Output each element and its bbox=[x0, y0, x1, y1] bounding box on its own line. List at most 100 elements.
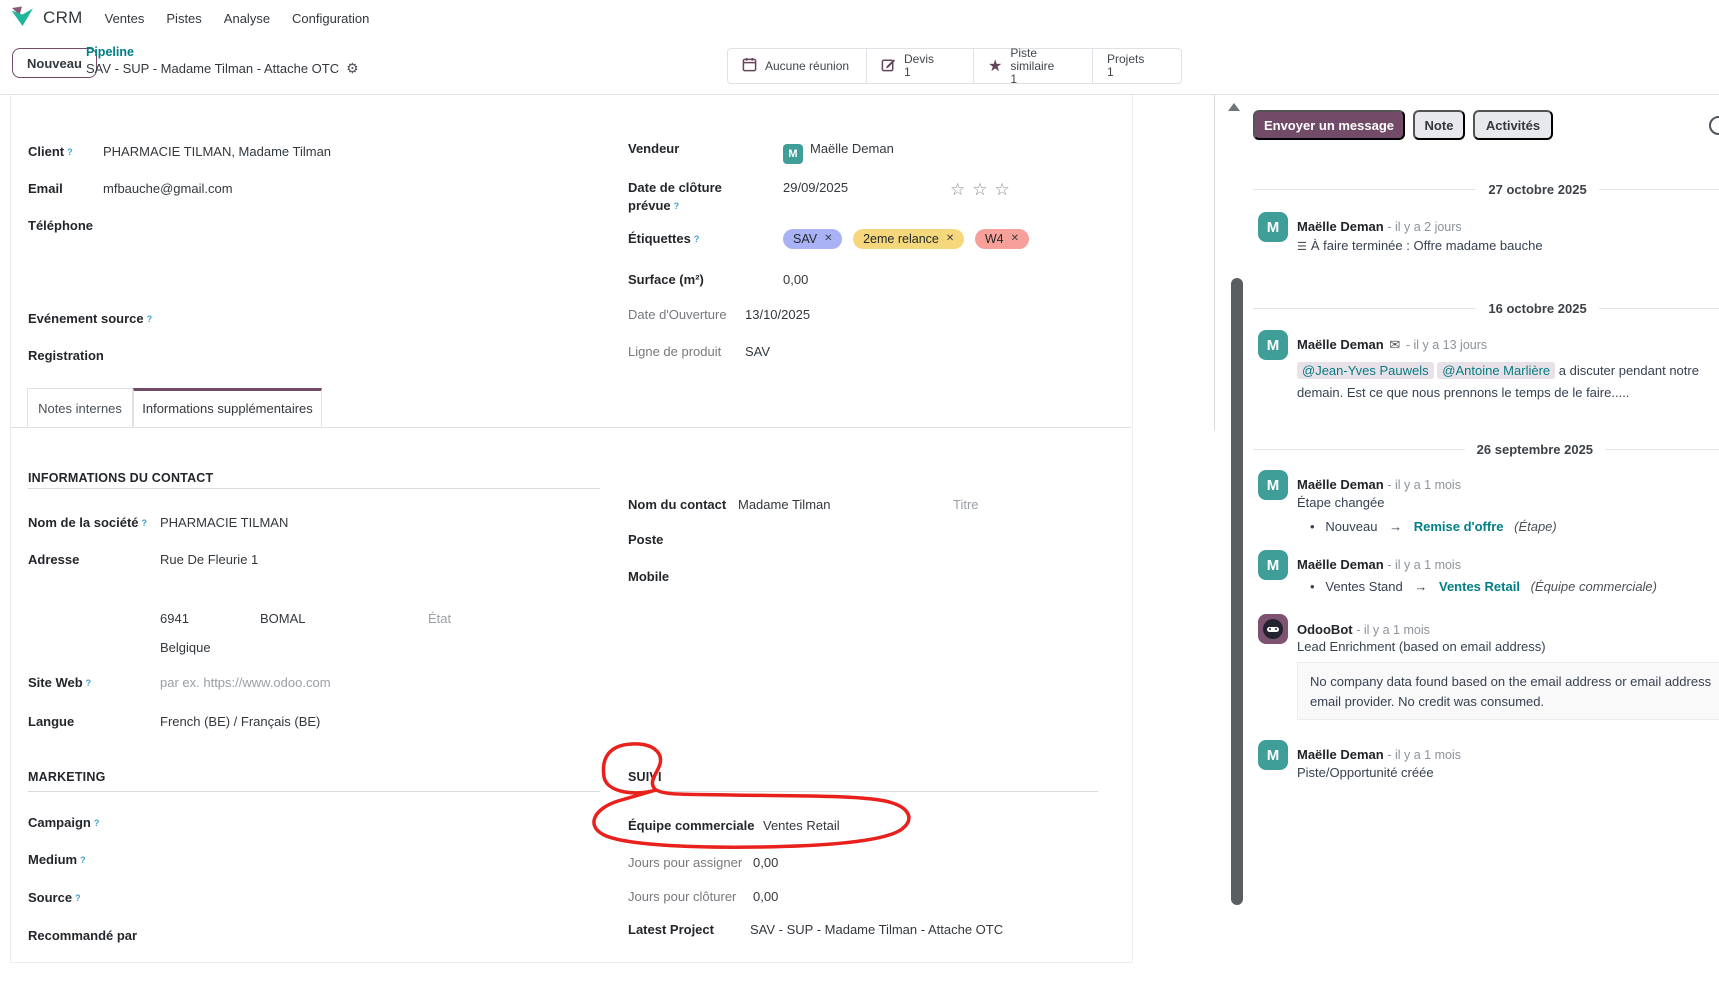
field-equipe-commerciale: Équipe commerciale Ventes Retail bbox=[628, 817, 840, 835]
field-label: Nom du contact bbox=[628, 497, 727, 512]
field-jours-pour-cloturer: Jours pour clôturer 0,00 bbox=[628, 888, 778, 906]
field-label: Registration bbox=[28, 348, 104, 363]
field-vendeur: Vendeur M Maëlle Deman bbox=[628, 140, 894, 164]
date-cloture-value[interactable]: 29/09/2025 bbox=[783, 180, 849, 195]
adresse-city[interactable]: BOMAL bbox=[260, 611, 306, 626]
adresse-zip[interactable]: 6941 bbox=[160, 611, 189, 626]
field-label: Jours pour assigner bbox=[628, 855, 743, 870]
mention-chip[interactable]: @Jean-Yves Pauwels bbox=[1297, 362, 1434, 379]
avatar[interactable]: M bbox=[1258, 740, 1288, 770]
nav-pistes[interactable]: Pistes bbox=[166, 10, 202, 26]
date-divider: 27 octobre 2025 bbox=[1253, 182, 1719, 197]
stat-button-meetings[interactable]: Aucune réunion bbox=[728, 49, 867, 83]
tags-list: SAV ✕ 2eme relance ✕ W4 ✕ bbox=[783, 229, 1036, 249]
societe-value[interactable]: PHARMACIE TILMAN bbox=[160, 515, 289, 530]
field-adresse: Adresse Rue De Fleurie 1 bbox=[28, 551, 258, 569]
tab-notes-internes[interactable]: Notes internes bbox=[27, 388, 133, 427]
app-brand[interactable]: CRM bbox=[10, 6, 83, 31]
help-icon: ? bbox=[141, 518, 148, 528]
author-name[interactable]: Maëlle Deman bbox=[1297, 337, 1384, 352]
nav-analyse[interactable]: Analyse bbox=[223, 10, 271, 26]
search-icon[interactable] bbox=[1709, 116, 1719, 135]
ligne-produit-value[interactable]: SAV bbox=[745, 344, 771, 359]
breadcrumb[interactable]: Pipeline bbox=[86, 45, 134, 59]
odoo-crm-logo-icon bbox=[10, 6, 35, 31]
tag-sav[interactable]: SAV ✕ bbox=[783, 229, 843, 249]
tab-informations-supplementaires[interactable]: Informations supplémentaires bbox=[133, 388, 322, 427]
remove-tag-icon[interactable]: ✕ bbox=[824, 233, 833, 244]
field-label: Medium? bbox=[28, 852, 86, 867]
send-message-button[interactable]: Envoyer un message bbox=[1253, 110, 1405, 140]
field-label: Recommandé par bbox=[28, 928, 138, 943]
arrow-icon: → bbox=[1414, 579, 1428, 594]
author-name[interactable]: Maëlle Deman bbox=[1297, 747, 1384, 762]
message-time: - il y a 1 mois bbox=[1387, 748, 1461, 762]
gear-icon[interactable]: ⚙ bbox=[346, 60, 359, 76]
activities-button[interactable]: Activités bbox=[1473, 110, 1553, 140]
message-header: Maëlle Deman - il y a 1 mois bbox=[1297, 477, 1461, 492]
remove-tag-icon[interactable]: ✕ bbox=[1010, 233, 1020, 244]
team-link[interactable]: Ventes Retail bbox=[1439, 579, 1520, 594]
nav-ventes[interactable]: Ventes bbox=[104, 10, 145, 26]
odoobot-avatar[interactable] bbox=[1258, 614, 1288, 644]
stat-button-projets[interactable]: Projets 1 bbox=[1093, 49, 1181, 83]
bullet: • bbox=[1310, 579, 1322, 594]
message-header: OdooBot - il y a 1 mois bbox=[1297, 622, 1430, 637]
mention-chip[interactable]: @Antoine Marlière bbox=[1437, 362, 1556, 379]
field-registration: Registration bbox=[28, 347, 104, 365]
titre-placeholder[interactable]: Titre bbox=[953, 497, 979, 512]
adresse-street[interactable]: Rue De Fleurie 1 bbox=[160, 552, 259, 567]
field-label: Nom de la société? bbox=[28, 515, 148, 530]
field-client: Client? PHARMACIE TILMAN, Madame Tilman bbox=[28, 143, 331, 161]
tag-w4[interactable]: W4 ✕ bbox=[974, 229, 1030, 249]
calendar-icon bbox=[742, 57, 757, 75]
field-nom-societe: Nom de la société? PHARMACIE TILMAN bbox=[28, 514, 288, 532]
tag-2eme-relance[interactable]: 2eme relance ✕ bbox=[853, 229, 965, 249]
langue-value[interactable]: French (BE) / Français (BE) bbox=[160, 714, 321, 729]
client-value[interactable]: PHARMACIE TILMAN, Madame Tilman bbox=[103, 144, 332, 159]
scrollbar-up-arrow[interactable] bbox=[1228, 103, 1240, 111]
star-icon: ★ bbox=[988, 58, 1003, 75]
avatar[interactable]: M bbox=[1258, 470, 1288, 500]
field-date-cloture: Date de clôture prévue? 29/09/2025 bbox=[628, 179, 848, 215]
site-web-placeholder[interactable]: par ex. https://www.odoo.com bbox=[160, 675, 331, 690]
stat-button-devis[interactable]: Devis 1 bbox=[867, 49, 974, 83]
author-name[interactable]: Maëlle Deman bbox=[1297, 219, 1384, 234]
tracking-change: • Nouveau → Remise d'offre (Étape) bbox=[1310, 519, 1557, 534]
message-body: Piste/Opportunité créée bbox=[1297, 765, 1434, 780]
remove-tag-icon[interactable]: ✕ bbox=[945, 233, 955, 244]
latest-project-value[interactable]: SAV - SUP - Madame Tilman - Attache OTC bbox=[750, 922, 1004, 937]
adresse-country[interactable]: Belgique bbox=[160, 640, 211, 655]
email-value[interactable]: mfbauche@gmail.com bbox=[103, 181, 233, 196]
message-header: Maëlle Deman - il y a 1 mois bbox=[1297, 557, 1461, 572]
field-latest-project: Latest Project SAV - SUP - Madame Tilman… bbox=[628, 921, 1003, 939]
field-label: Source? bbox=[28, 890, 81, 905]
field-source: Source? bbox=[28, 889, 81, 907]
author-name[interactable]: OdooBot bbox=[1297, 622, 1353, 637]
priority-stars[interactable]: ☆☆☆ bbox=[950, 180, 1017, 199]
new-button[interactable]: Nouveau bbox=[12, 48, 97, 78]
stage-link[interactable]: Remise d'offre bbox=[1413, 519, 1504, 534]
surface-value[interactable]: 0,00 bbox=[783, 272, 809, 287]
vendeur-value[interactable]: M Maëlle Deman bbox=[783, 140, 894, 164]
field-label: Latest Project bbox=[628, 922, 714, 937]
author-name[interactable]: Maëlle Deman bbox=[1297, 557, 1384, 572]
section-heading-marketing: MARKETING bbox=[28, 770, 106, 784]
nom-contact-value[interactable]: Madame Tilman bbox=[738, 497, 831, 512]
message-time: - il y a 2 jours bbox=[1387, 220, 1462, 234]
message-body: ☰ À faire terminée : Offre madame bauche bbox=[1297, 238, 1543, 253]
equipe-commerciale-value[interactable]: Ventes Retail bbox=[763, 818, 840, 833]
scrollbar-thumb[interactable] bbox=[1231, 278, 1243, 905]
robot-icon bbox=[1263, 619, 1283, 639]
field-label: Équipe commerciale bbox=[628, 818, 755, 833]
nav-configuration[interactable]: Configuration bbox=[292, 10, 370, 26]
avatar[interactable]: M bbox=[1258, 330, 1288, 360]
stat-button-piste-similaire[interactable]: ★ Piste similaire 1 bbox=[974, 46, 1093, 85]
adresse-state[interactable]: État bbox=[428, 611, 452, 626]
avatar[interactable]: M bbox=[1258, 212, 1288, 242]
section-underline bbox=[28, 488, 600, 489]
note-button[interactable]: Note bbox=[1413, 110, 1465, 140]
field-ligne-produit: Ligne de produit SAV bbox=[628, 343, 770, 361]
avatar[interactable]: M bbox=[1258, 550, 1288, 580]
author-name[interactable]: Maëlle Deman bbox=[1297, 477, 1384, 492]
